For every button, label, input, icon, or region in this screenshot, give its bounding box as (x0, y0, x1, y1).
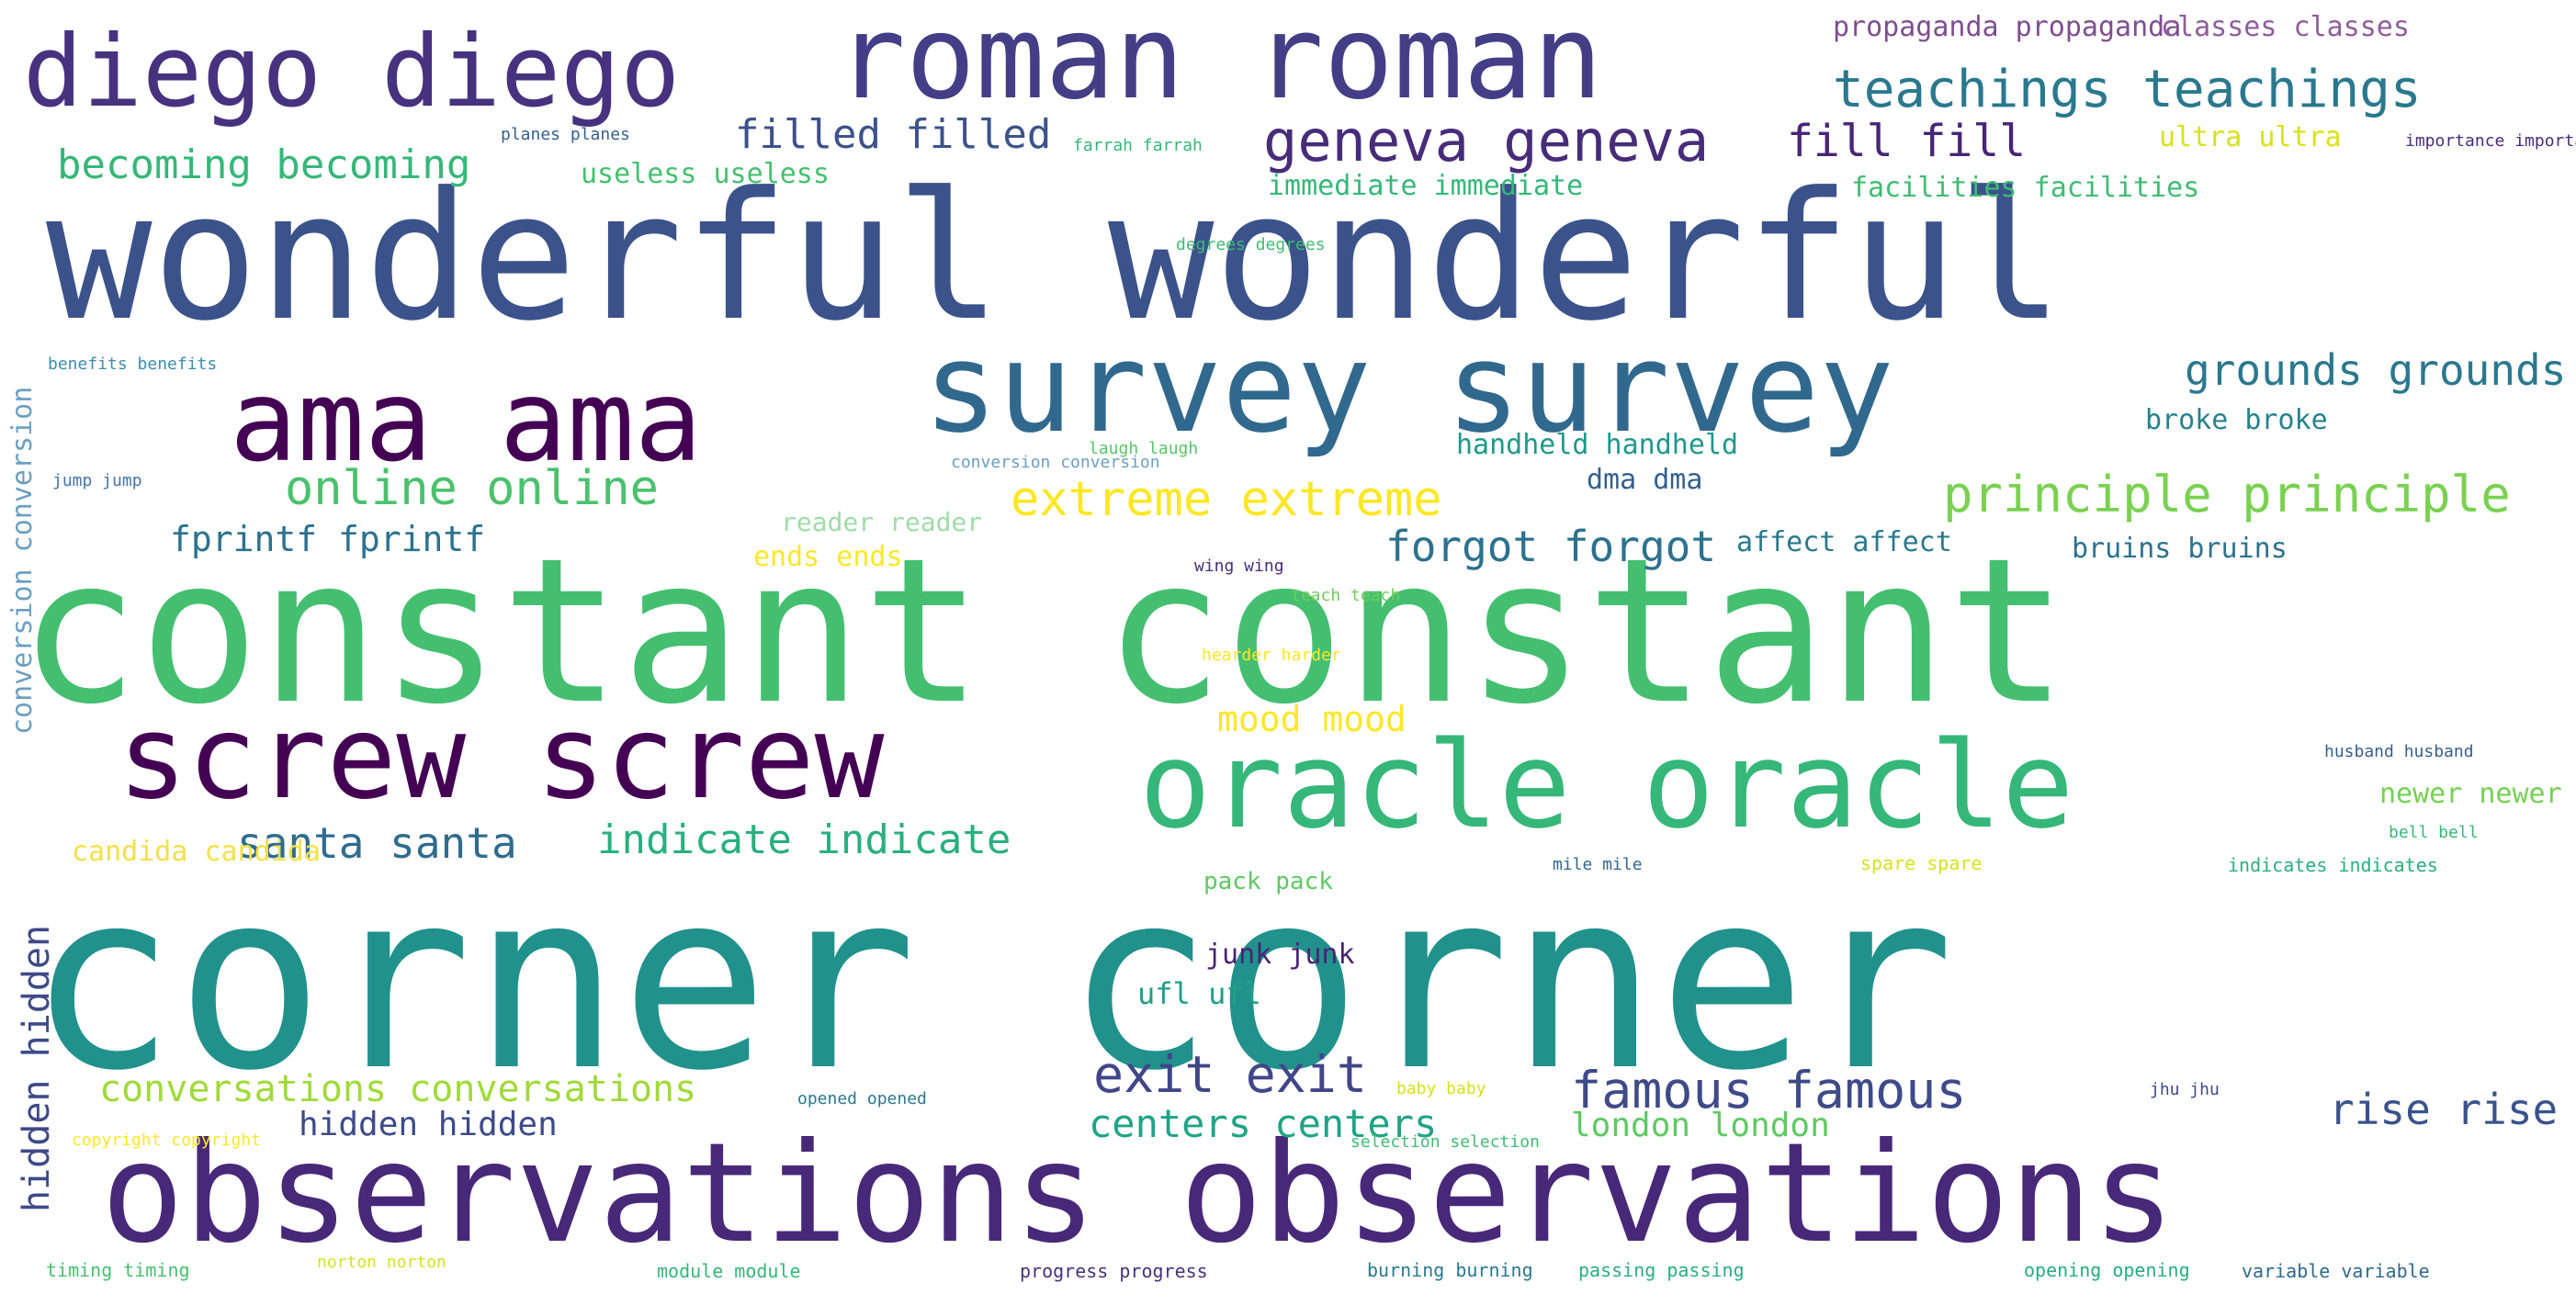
word-mood: centers centers (1089, 1101, 1438, 1146)
word-spare: bell bell (2389, 823, 2479, 842)
word-rise: rise rise (2329, 1085, 2559, 1134)
word-variable: passing passing (1578, 1259, 1745, 1281)
word-ends: reader reader (781, 507, 983, 537)
word-extreme: extreme extreme (1011, 472, 1442, 527)
word-famous: famous famous (1571, 1061, 1967, 1120)
word-santa: santa santa (237, 818, 517, 868)
word-newer: pack pack (1203, 868, 1333, 895)
word-junk: ufl ufl (1137, 976, 1261, 1011)
word-becoming: becoming becoming (57, 141, 471, 188)
word-ufl: candida candida (72, 836, 321, 868)
word-candida: ends ends (753, 541, 903, 573)
word-geneva: geneva geneva (1263, 107, 1710, 174)
word-roman: roman roman (836, 0, 1603, 125)
word-conversion-vertical: conversion conversion (6, 386, 39, 735)
word-planes: benefits benefits (48, 354, 218, 374)
word-exit: exit exit (1093, 1045, 1368, 1104)
word-burning: module module (657, 1260, 801, 1282)
word-opened: opening opening (2024, 1259, 2190, 1281)
word-propaganda: broke broke (2145, 404, 2328, 436)
word-broke: useless useless (581, 158, 830, 190)
word-teach: planes planes (501, 125, 630, 144)
word-teachings: teachings teachings (1833, 60, 2422, 119)
word-centers: london london (1571, 1107, 1830, 1144)
word-harder: wing wing (1194, 557, 1284, 576)
word-progress: norton norton (317, 1253, 446, 1272)
word-hidden-vertical: hidden hidden (16, 924, 58, 1212)
word-laugh: baby baby (1396, 1079, 1486, 1098)
word-norton: hearder harder (1202, 646, 1341, 665)
word-grounds: grounds grounds (2185, 345, 2567, 395)
word-handheld: dma dma (1587, 464, 1703, 496)
word-timing: teach teach (1291, 586, 1401, 605)
word-indicate: indicate indicate (597, 816, 1011, 863)
word-indicates: mile mile (1553, 855, 1643, 874)
word-bruins: affect affect (1736, 526, 1952, 558)
word-jhu: selection selection (1350, 1132, 1540, 1152)
word-ama: ama ama (230, 356, 703, 487)
word-mile: jhu jhu (2150, 1080, 2220, 1099)
word-corner: corner corner (28, 838, 1955, 1125)
word-london: hidden hidden (299, 1106, 558, 1143)
word-observations: observations observations (101, 1114, 2175, 1274)
word-benefits: laugh laugh (1089, 439, 1199, 458)
word-importance: indicates indicates (2228, 854, 2438, 876)
word-loads: farrah farrah (1073, 136, 1203, 155)
word-slash: importance importance (2405, 131, 2576, 151)
word-wonderful: wonderful wonderful (46, 155, 2064, 360)
word-baby: newer newer (2379, 778, 2562, 810)
word-pack: junk junk (1205, 939, 1355, 971)
word-reader: ultra ultra (2159, 121, 2342, 153)
word-opening: burning burning (1367, 1259, 1533, 1281)
word-principle: principle principle (1943, 466, 2511, 523)
word-fprintf: fprintf fprintf (170, 519, 486, 559)
word-classes: propaganda propaganda (1833, 11, 2182, 43)
word-jump: conversion conversion (951, 453, 1160, 472)
word-dma: mood mood (1217, 699, 1407, 739)
word-wing: degrees degrees (1176, 235, 1326, 254)
word-fill: fill fill (1787, 116, 2027, 167)
word-diego: diego diego (23, 15, 681, 129)
word-facilities: immediate immediate (1268, 170, 1584, 202)
word-ultra: classes classes (2161, 11, 2410, 43)
word-degrees: jump jump (52, 471, 142, 490)
word-screw: screw screw (118, 690, 885, 825)
word-useless: facilities facilities (1851, 172, 2200, 204)
word-constant: constant constant (18, 516, 2069, 748)
word-online: online online (285, 461, 659, 516)
word-survey: survey survey (923, 316, 1894, 460)
word-affect: handheld handheld (1456, 429, 1739, 461)
word-immediate: bruins bruins (2072, 533, 2288, 565)
word-forgot: forgot forgot (1385, 522, 1717, 571)
word-bell: copyright copyright (72, 1131, 261, 1150)
word-module: timing timing (46, 1259, 190, 1281)
word-husband: spare spare (1860, 852, 1983, 874)
word-passing: progress progress (1020, 1260, 1208, 1282)
word-oracle: oracle oracle (1139, 715, 2074, 855)
word-selection: variable variable (2242, 1260, 2430, 1282)
word-filled: filled filled (735, 111, 1052, 158)
word-copyright: opened opened (797, 1089, 927, 1108)
word-farrah: husband husband (2324, 742, 2474, 761)
word-conversations: conversations conversations (99, 1068, 697, 1110)
